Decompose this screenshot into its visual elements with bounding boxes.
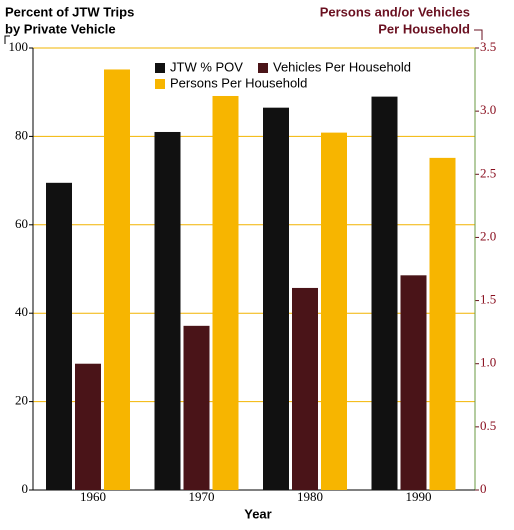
y2-axis-title: Per Household: [378, 21, 470, 36]
bar: [292, 287, 318, 490]
bar: [154, 131, 181, 491]
x-tick-label: 1990: [406, 489, 432, 504]
legend-swatch: [258, 63, 268, 73]
bracket: [4, 35, 10, 44]
legend-label: Vehicles Per Household: [273, 59, 411, 74]
y-axis-title: Percent of JTW Trips: [5, 4, 134, 19]
y2-tick-label: 2.0: [480, 228, 496, 243]
legend-swatch: [155, 79, 165, 89]
y2-tick-label: 3.0: [480, 102, 496, 117]
bar: [429, 157, 456, 490]
x-tick-label: 1980: [297, 489, 323, 504]
bar: [263, 107, 289, 491]
y2-tick-label: 1.5: [480, 292, 496, 307]
y-axis-title: by Private Vehicle: [5, 21, 116, 36]
bar: [321, 132, 347, 490]
y-tick-label: 0: [22, 481, 29, 496]
y-tick-label: 100: [9, 39, 29, 54]
bar: [183, 325, 210, 490]
legend-swatch: [155, 63, 165, 73]
legend-label: Persons Per Household: [170, 75, 307, 90]
y2-axis-title: Persons and/or Vehicles: [320, 4, 470, 19]
y2-tick-label: 1.0: [480, 355, 496, 370]
y-tick-label: 60: [15, 216, 28, 231]
bar: [400, 275, 427, 490]
bar: [104, 69, 130, 491]
y2-tick-label: 0.5: [480, 418, 496, 433]
bar: [46, 182, 72, 490]
bar: [75, 363, 101, 490]
bracket: [474, 29, 483, 40]
y-tick-label: 40: [15, 304, 28, 319]
y2-tick-label: 2.5: [480, 165, 496, 180]
bar: [212, 95, 239, 490]
x-axis-title: Year: [244, 506, 271, 521]
y2-tick-label: 0: [480, 481, 487, 496]
y-tick-label: 20: [15, 393, 28, 408]
y2-tick-label: 3.5: [480, 39, 496, 54]
x-tick-label: 1960: [80, 489, 106, 504]
x-tick-label: 1970: [189, 489, 215, 504]
legend-label: JTW % POV: [170, 59, 243, 74]
bar: [371, 96, 398, 491]
y-tick-label: 80: [15, 127, 28, 142]
